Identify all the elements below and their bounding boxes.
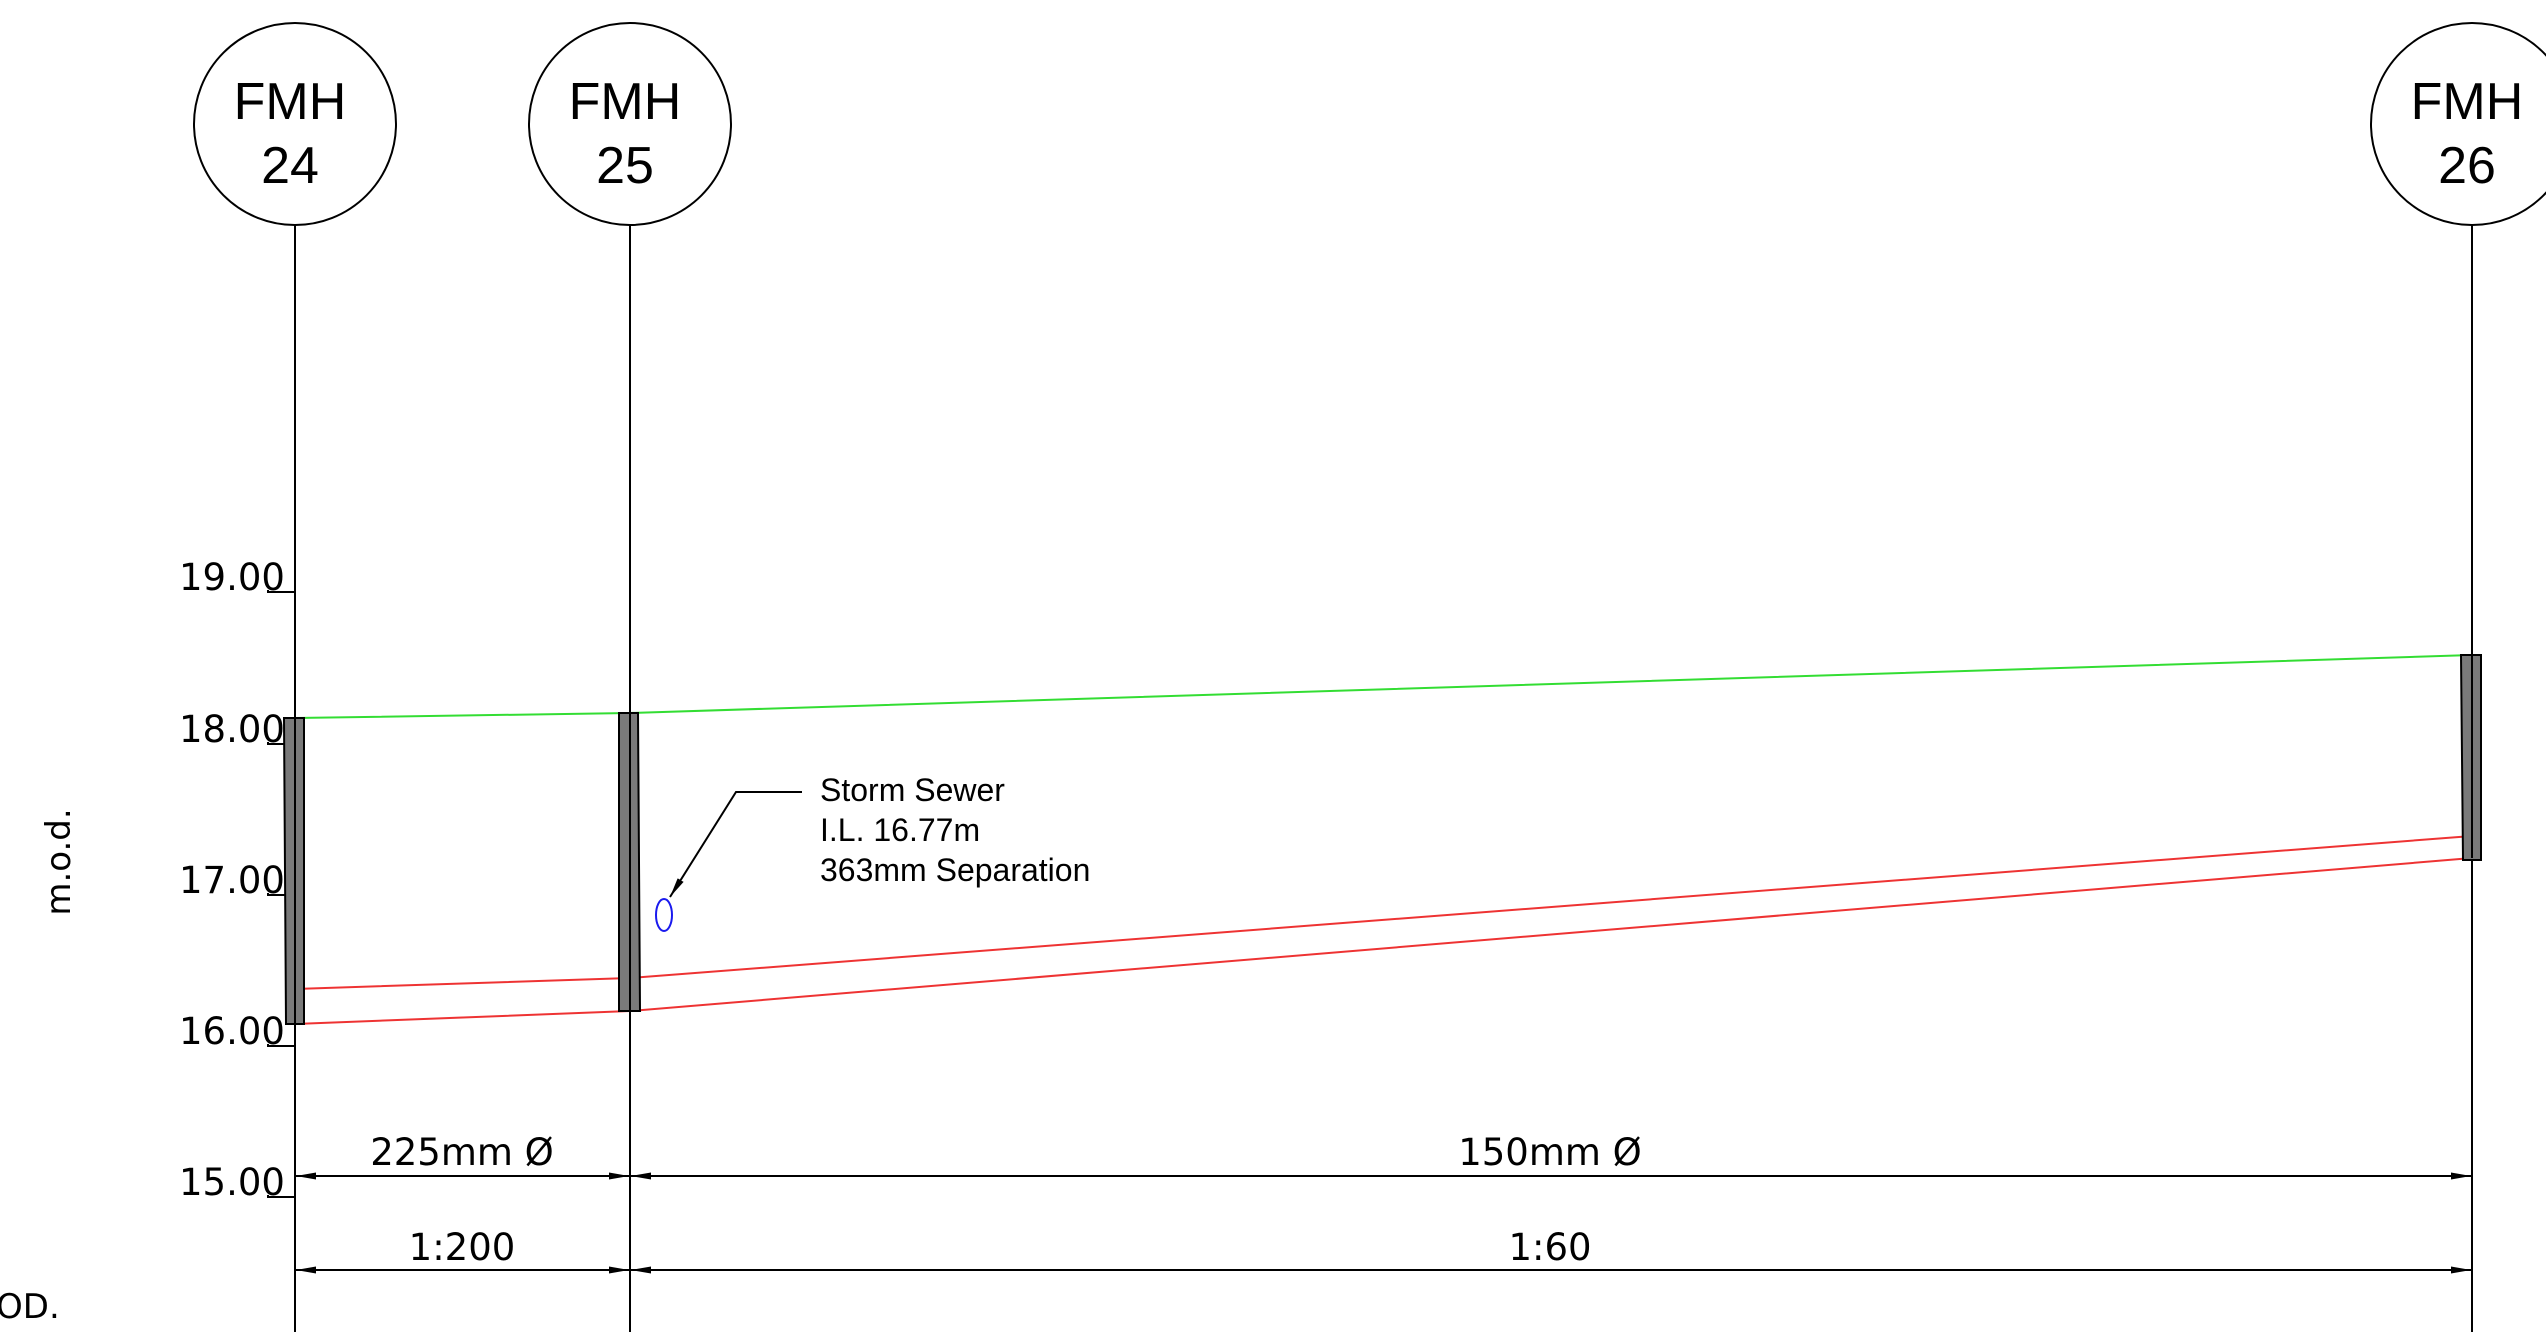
datum-text-fragment: OD. (0, 1287, 60, 1327)
gradient-label-2: 1:60 (1508, 1226, 1591, 1269)
manhole-label-line1: FMH (2411, 73, 2524, 131)
manhole-chamber-fmh24 (282, 717, 305, 1025)
annotation-line2: I.L. 16.77m (820, 812, 980, 848)
level-scale: 19.00 18.00 17.00 16.00 15.00 (179, 556, 295, 1204)
annotation-line1: Storm Sewer (820, 772, 1005, 808)
axis-title: m.o.d. (39, 808, 79, 915)
manhole-chamber-fmh25 (618, 712, 642, 1012)
manhole-chamber-fmh26 (2459, 654, 2482, 861)
manhole-label-fmh24: FMH 24 (193, 22, 397, 226)
storm-sewer-crossing-marker (655, 898, 673, 932)
storm-sewer-annotation: Storm Sewer I.L. 16.77m 363mm Separation (820, 772, 1090, 888)
diameter-label-2: 150mm Ø (1458, 1131, 1642, 1174)
manhole-label-line1: FMH (569, 73, 682, 131)
gradient-label-1: 1:200 (409, 1226, 516, 1269)
manhole-label-fmh26: FMH 26 (2370, 22, 2546, 226)
level-tick (267, 1195, 295, 1198)
annotation-line3: 363mm Separation (820, 852, 1090, 888)
level-tick (267, 1044, 295, 1047)
level-tick (267, 590, 295, 593)
annotation-leader-line (669, 791, 802, 898)
manhole-label-line2: 25 (596, 137, 654, 195)
manhole-label-line1: FMH (234, 73, 347, 131)
manhole-label-line2: 26 (2438, 137, 2496, 195)
ground-level-line (294, 654, 2473, 719)
manhole-label-fmh25: FMH 25 (528, 22, 732, 226)
manhole-label-line2: 24 (261, 137, 319, 195)
diameter-label-1: 225mm Ø (370, 1131, 554, 1174)
